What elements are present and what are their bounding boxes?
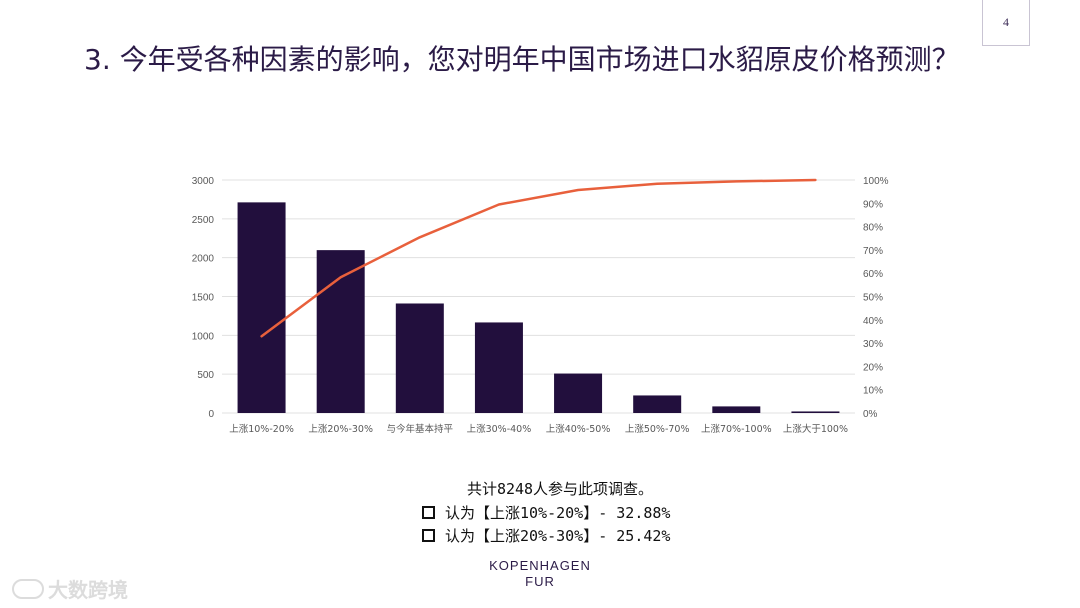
bar [395,303,444,413]
summary-line: 认为【上涨10%-20%】- 32.88% [420,501,740,524]
watermark-icon [12,578,44,599]
checkbox-icon [422,506,435,519]
survey-summary: 共计8248人参与此项调查。 认为【上涨10%-20%】- 32.88% 认为【… [420,478,740,547]
y2-tick-label: 100% [863,176,889,187]
summary-item-1: 认为【上涨10%-20%】- 32.88% [445,504,671,522]
x-tick-label: 上涨大于100% [783,423,848,435]
y-tick-label: 1000 [192,331,215,342]
right-axis: 0% 10% 20% 30% 40% 50% 60% 70% 80% 90% 100% [863,176,889,420]
cumulative-percent-line [260,178,817,338]
y-tick-label: 3000 [192,176,215,187]
y2-tick-label: 0% [863,409,878,420]
x-tick-label: 上涨30%-40% [467,424,532,435]
y2-tick-label: 30% [863,339,883,350]
bar [791,411,840,413]
bar [554,373,603,413]
kopenhagen-fur-logo: KOPENHAGEN FUR [488,558,592,590]
bar [316,250,365,413]
bar [474,322,523,413]
x-tick-label: 上涨20%-30% [308,424,373,435]
x-axis-labels: 上涨10%-20% 上涨20%-30% 与今年基本持平 上涨30%-40% 上涨40%-… [229,423,848,435]
cumulative-line [260,178,817,338]
y2-tick-label: 50% [863,293,883,304]
x-tick-label: 上涨70%-100% [701,424,772,435]
summary-item-2: 认为【上涨20%-30%】- 25.42% [445,527,671,545]
y2-tick-label: 80% [863,223,883,234]
y-tick-label: 1500 [192,293,215,304]
y2-tick-label: 60% [863,269,883,280]
page-number: 4 [982,0,1030,46]
x-tick-label: 上涨50%-70% [625,424,690,435]
logo-line-1: KOPENHAGEN [489,558,591,573]
bar [237,202,286,413]
y-tick-label: 500 [197,370,214,381]
y2-tick-label: 20% [863,362,883,373]
y-tick-label: 0 [208,409,214,420]
bar [712,406,761,413]
y2-tick-label: 40% [863,316,883,327]
watermark: 大数跨境 [12,574,128,603]
bars [237,202,840,413]
watermark-text: 大数跨境 [48,578,128,602]
page-title: 3. 今年受各种因素的影响，您对明年中国市场进口水貂原皮价格预测？ [84,43,960,76]
x-tick-label: 与今年基本持平 [387,423,454,435]
bar [633,395,682,413]
y2-tick-label: 70% [863,246,883,257]
checkbox-icon [422,529,435,542]
x-tick-label: 上涨40%-50% [546,424,611,435]
x-tick-label: 上涨10%-20% [229,424,294,435]
left-axis: 0 500 1000 1500 2000 2500 3000 [192,176,215,420]
y2-tick-label: 10% [863,386,883,397]
logo-line-2: FUR [525,574,555,589]
y-tick-label: 2500 [192,215,215,226]
summary-line: 认为【上涨20%-30%】- 25.42% [420,524,740,547]
y2-tick-label: 90% [863,199,883,210]
survey-total: 共计8248人参与此项调查。 [466,480,654,498]
y-tick-label: 2000 [192,254,215,265]
